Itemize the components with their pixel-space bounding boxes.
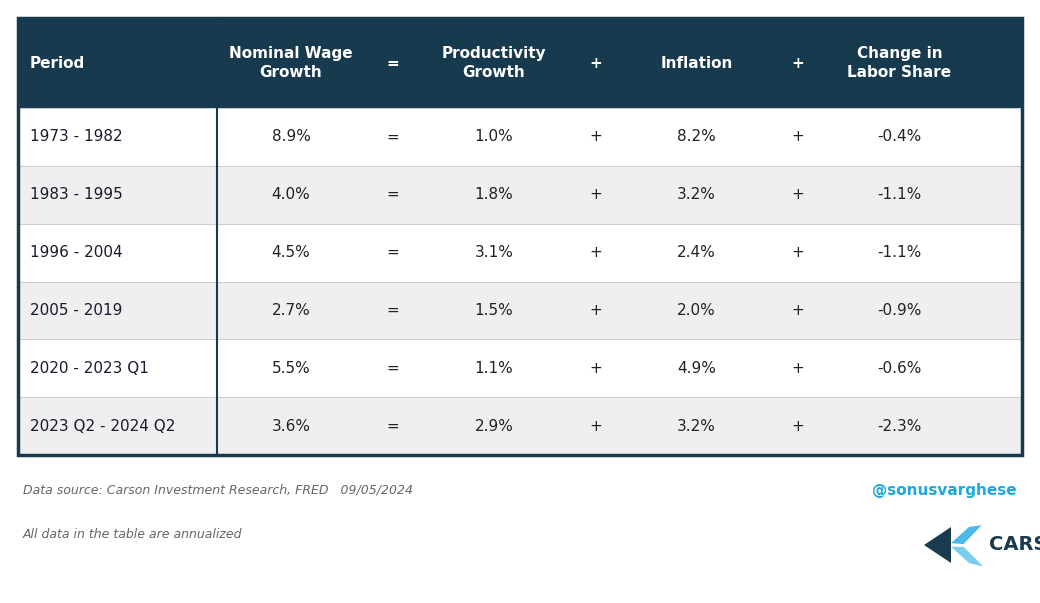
Text: 3.2%: 3.2% xyxy=(677,418,717,434)
Bar xyxy=(18,166,1022,224)
Text: Change in
Labor Share: Change in Labor Share xyxy=(848,46,952,80)
Text: 8.9%: 8.9% xyxy=(271,130,311,144)
Text: 1.1%: 1.1% xyxy=(474,361,514,376)
Text: 4.9%: 4.9% xyxy=(677,361,717,376)
Text: =: = xyxy=(386,303,399,318)
Bar xyxy=(18,397,1022,455)
Text: 2.7%: 2.7% xyxy=(271,303,311,318)
Text: Period: Period xyxy=(30,55,85,71)
Text: +: + xyxy=(589,303,602,318)
Text: 4.0%: 4.0% xyxy=(271,188,311,202)
Text: =: = xyxy=(386,245,399,260)
Bar xyxy=(18,224,1022,282)
Text: =: = xyxy=(386,188,399,202)
Polygon shape xyxy=(951,547,984,567)
Text: -0.4%: -0.4% xyxy=(878,130,921,144)
Polygon shape xyxy=(951,525,982,544)
Text: =: = xyxy=(386,418,399,434)
Text: +: + xyxy=(589,245,602,260)
Text: 2.4%: 2.4% xyxy=(677,245,717,260)
Text: +: + xyxy=(589,130,602,144)
Text: +: + xyxy=(791,418,805,434)
Text: 3.6%: 3.6% xyxy=(271,418,311,434)
Text: +: + xyxy=(589,361,602,376)
Text: -1.1%: -1.1% xyxy=(878,188,921,202)
Text: 1973 - 1982: 1973 - 1982 xyxy=(30,130,123,144)
Text: 2.0%: 2.0% xyxy=(677,303,717,318)
Text: 4.5%: 4.5% xyxy=(271,245,311,260)
Text: 1996 - 2004: 1996 - 2004 xyxy=(30,245,123,260)
Text: =: = xyxy=(386,361,399,376)
Text: 8.2%: 8.2% xyxy=(677,130,717,144)
Text: -0.9%: -0.9% xyxy=(878,303,921,318)
Text: -2.3%: -2.3% xyxy=(878,418,921,434)
Text: 1983 - 1995: 1983 - 1995 xyxy=(30,188,123,202)
Text: +: + xyxy=(791,303,805,318)
Text: 3.1%: 3.1% xyxy=(474,245,514,260)
Text: CARSON: CARSON xyxy=(989,535,1040,555)
Text: Inflation: Inflation xyxy=(660,55,733,71)
Text: Nominal Wage
Growth: Nominal Wage Growth xyxy=(229,46,353,80)
Text: All data in the table are annualized: All data in the table are annualized xyxy=(23,528,242,541)
Polygon shape xyxy=(924,527,951,563)
Text: +: + xyxy=(589,188,602,202)
Bar xyxy=(18,282,1022,339)
Text: 5.5%: 5.5% xyxy=(271,361,311,376)
Text: +: + xyxy=(791,188,805,202)
Text: +: + xyxy=(791,130,805,144)
Bar xyxy=(18,18,1022,455)
Bar xyxy=(18,339,1022,397)
Text: 2.9%: 2.9% xyxy=(474,418,514,434)
Text: +: + xyxy=(589,55,602,71)
Bar xyxy=(18,18,1022,108)
Text: =: = xyxy=(386,55,399,71)
Text: =: = xyxy=(386,130,399,144)
Text: +: + xyxy=(791,361,805,376)
Text: 2020 - 2023 Q1: 2020 - 2023 Q1 xyxy=(30,361,149,376)
Text: 2005 - 2019: 2005 - 2019 xyxy=(30,303,123,318)
Text: 2023 Q2 - 2024 Q2: 2023 Q2 - 2024 Q2 xyxy=(30,418,176,434)
Text: -0.6%: -0.6% xyxy=(878,361,921,376)
Text: 1.8%: 1.8% xyxy=(474,188,514,202)
Bar xyxy=(18,108,1022,166)
Text: +: + xyxy=(791,55,805,71)
Text: Productivity
Growth: Productivity Growth xyxy=(442,46,546,80)
Text: @sonusvarghese: @sonusvarghese xyxy=(873,482,1017,497)
Text: 1.0%: 1.0% xyxy=(474,130,514,144)
Text: Data source: Carson Investment Research, FRED   09/05/2024: Data source: Carson Investment Research,… xyxy=(23,484,413,496)
Text: 1.5%: 1.5% xyxy=(474,303,514,318)
Text: -1.1%: -1.1% xyxy=(878,245,921,260)
Text: +: + xyxy=(791,245,805,260)
Text: 3.2%: 3.2% xyxy=(677,188,717,202)
Text: +: + xyxy=(589,418,602,434)
